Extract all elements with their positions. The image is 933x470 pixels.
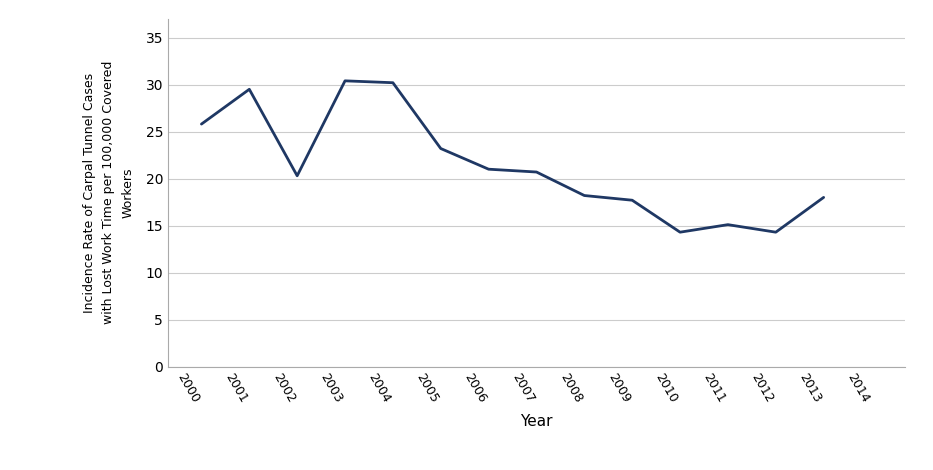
Y-axis label: Incidence Rate of Carpal Tunnel Cases
with Lost Work Time per 100,000 Covered
Wo: Incidence Rate of Carpal Tunnel Cases wi… (83, 61, 134, 324)
X-axis label: Year: Year (521, 414, 552, 429)
